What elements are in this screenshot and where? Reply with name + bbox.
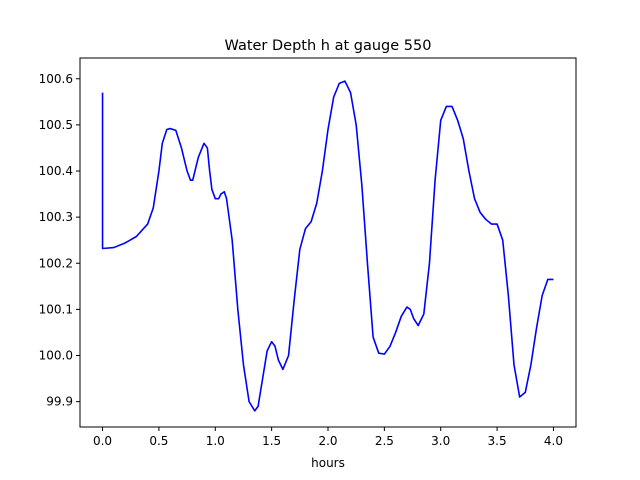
y-tick-label: 100.0 (39, 349, 73, 363)
x-tick-label: 3.0 (431, 434, 450, 448)
y-tick-label: 100.6 (39, 72, 73, 86)
y-tick-label: 100.4 (39, 164, 73, 178)
chart-title: Water Depth h at gauge 550 (225, 38, 432, 54)
x-tick-label: 1.0 (206, 434, 225, 448)
x-tick-label: 2.5 (375, 434, 394, 448)
y-tick-label: 100.3 (39, 210, 73, 224)
x-axis-label: hours (311, 456, 345, 470)
y-axis: 99.9 100.0 100.1 100.2 100.3 100.4 100.5 100.6 (39, 72, 80, 409)
y-tick-label: 100.5 (39, 118, 73, 132)
x-axis: 0.0 0.5 1.0 1.5 2.0 2.5 3.0 3.5 4.0 (93, 427, 563, 448)
series-line-water-depth (101, 80, 554, 412)
y-tick-label: 100.1 (39, 302, 73, 316)
x-tick-label: 3.5 (488, 434, 507, 448)
x-tick-label: 1.5 (262, 434, 281, 448)
x-tick-label: 0.0 (93, 434, 112, 448)
y-tick-label: 100.2 (39, 256, 73, 270)
x-tick-label: 4.0 (544, 434, 563, 448)
x-tick-label: 0.5 (149, 434, 168, 448)
y-tick-label: 99.9 (46, 395, 73, 409)
x-tick-label: 2.0 (318, 434, 337, 448)
